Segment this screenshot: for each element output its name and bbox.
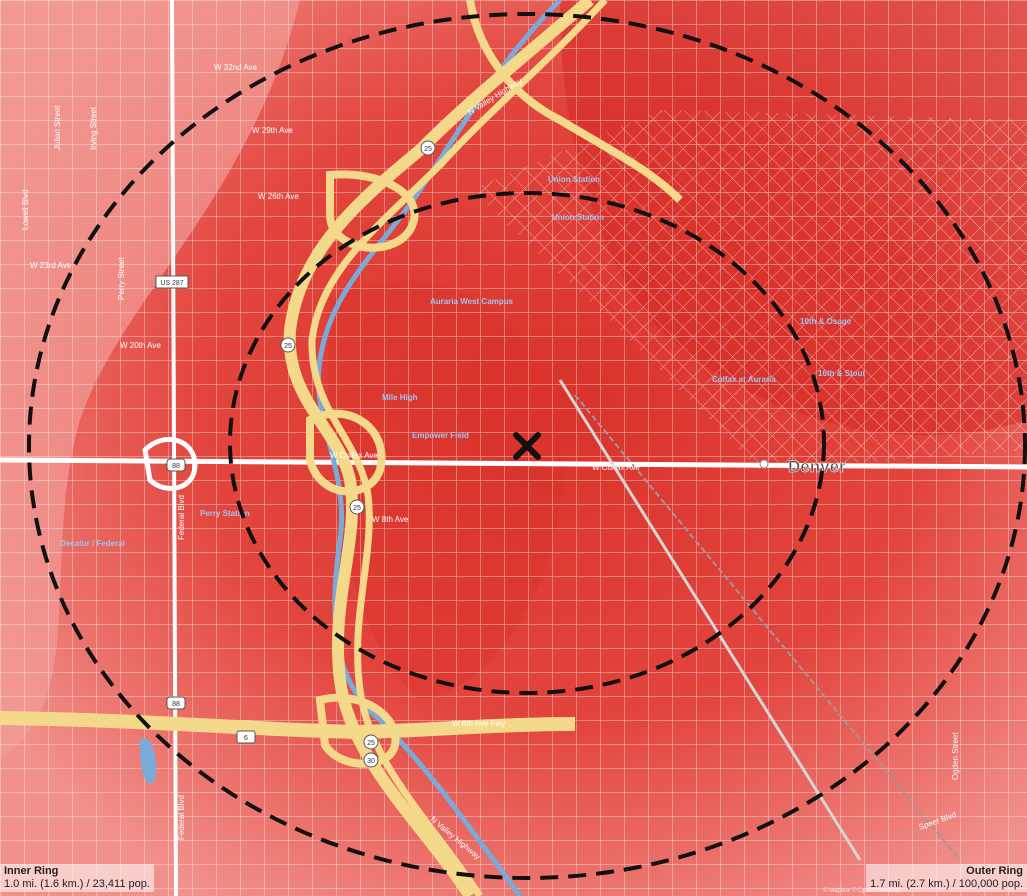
inner-ring [228,191,826,695]
route-shield-88-south: 88 [166,696,186,710]
transit-label: Perry Station [200,509,250,518]
route-shield-i25-mid: 25 [280,337,296,353]
interchange-federal [142,436,198,491]
outer-ring-title: Outer Ring [966,865,1023,877]
street-label: W Colfax Ave [330,451,378,460]
federal-blvd [170,0,178,896]
map-attribution[interactable]: © Mapbox © OpenStreetMap [823,888,901,894]
city-dot [759,459,769,469]
route-shield-i25-south: 25 [363,734,379,750]
street-label: W 32nd Ave [214,63,258,72]
route-shield-30: 30 [363,752,379,768]
us287-shield: US 287 [155,275,189,289]
route-shield-i25-colfax: 25 [349,499,365,515]
outer-ring-legend: Outer Ring 1.7 mi. (2.7 km.) / 100,000 p… [866,864,1027,892]
lake [139,738,157,784]
route-shield-label: 25 [284,343,292,350]
transit-label: Union Station [552,213,604,222]
street-label: Lowell Blvd [21,190,30,230]
street-label: Perry Street [117,257,126,300]
route-shield-label: 88 [172,701,180,708]
outer-ring [27,12,1027,880]
transit-label: Colfax at Auraria [712,375,776,384]
route-shield-label: 25 [353,505,361,512]
street-label: Julian Street [53,105,62,150]
route-shield-label: 88 [172,463,180,470]
route-shield-label: 30 [367,758,375,765]
inner-ring-stats: 1.0 mi. (1.6 km.) / 23,411 pop. [4,878,150,890]
route-shield-i25-north: 25 [420,140,436,156]
street-label: Ogden Street [951,732,960,780]
n-valley-highway [466,0,683,203]
street-label: W 26th Ave [258,192,299,201]
city-label-denver: Denver [788,457,846,476]
transit-label: Empower Field [412,431,469,440]
route-shield-6: 6 [236,730,256,744]
inner-ring-title: Inner Ring [4,865,59,877]
street-label: Federal Blvd [177,495,186,540]
i25-highway-south-lane [308,0,608,896]
street-label: Federal Blvd [177,795,186,840]
street-label: Irving Street [89,106,98,150]
transit-label: 10th & Osage [800,317,852,326]
transit-label: Union Station [548,175,600,184]
interchange-north [326,170,419,252]
street-label: W 6th Ave Fwy [452,719,505,728]
transit-label: Decatur / Federal [60,539,125,548]
interchange-colfax [306,409,386,496]
downtown-grid [470,110,1027,470]
street-label: W Colfax Ave [592,463,640,472]
interchange-6th [315,693,400,768]
transit-label: Mile High [382,393,418,402]
transit-label: 16th & Stout [818,369,865,378]
street-label: W 20th Ave [120,341,161,350]
inner-ring-legend: Inner Ring 1.0 mi. (1.6 km.) / 23,411 po… [0,864,154,892]
transit-label: Auraria West Campus [430,297,514,306]
route-shield-label: 6 [244,735,248,742]
route-shield-88-north: 88 [166,458,186,472]
street-label: W 29th Ave [252,126,293,135]
speer-blvd [558,379,862,861]
w-6th-ave-fwy [0,711,576,740]
route-shield-label: 25 [424,146,432,153]
street-label: US 287 [160,280,183,287]
outer-ring-stats: 1.7 mi. (2.7 km.) / 100,000 pop. [870,878,1023,890]
street-label: W 8th Ave [372,515,409,524]
rail-line [574,394,961,861]
route-shield-label: 25 [367,740,375,747]
street-label: W 23rd Ave [30,261,72,270]
x-marker-icon [513,432,541,460]
